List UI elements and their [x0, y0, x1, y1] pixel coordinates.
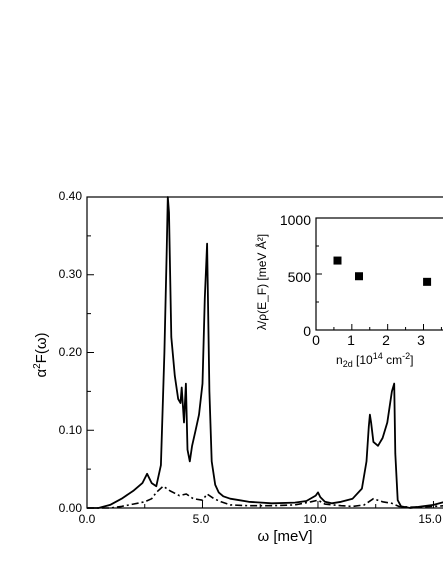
main-y-tick-label: 0.30 — [59, 267, 83, 281]
inset-x-tick-label: 1 — [347, 332, 355, 348]
inset-points-group — [333, 256, 432, 286]
main-x-tick-label: 5.0 — [193, 512, 210, 526]
inset-axis-ticks — [315, 217, 442, 331]
inset-x-tick-label: 0 — [312, 332, 320, 348]
inset-data-point — [333, 256, 342, 265]
main-plot: 0.00 0.10 0.20 0.30 0.40 0.0 5.0 10.0 15… — [32, 189, 443, 545]
main-y-tick-label: 0.10 — [59, 423, 83, 437]
inset-x-tick-label: 2 — [382, 332, 390, 348]
main-x-tick-label: 10.0 — [303, 512, 327, 526]
main-y-tick-label: 0.40 — [59, 189, 83, 203]
inset-data-point — [423, 277, 432, 286]
inset-x-axis-title: n2d [1014 cm-2] — [336, 351, 413, 369]
dash-dot-series-line — [87, 485, 443, 509]
main-series-group — [87, 196, 443, 509]
inset-y-tick-label: 1000 — [280, 212, 311, 228]
main-x-axis-title: ω [meV] — [257, 528, 312, 545]
main-x-tick-label: 15.0 — [418, 512, 442, 526]
inset-y-tick-label: 500 — [288, 269, 312, 285]
solid-series-line — [87, 196, 443, 509]
main-y-tick-label: 0.20 — [59, 345, 83, 359]
inset-x-tick-label: 3 — [417, 332, 425, 348]
inset-background — [316, 218, 443, 330]
inset-data-point — [355, 272, 363, 281]
main-x-tick-label: 0.0 — [79, 512, 96, 526]
inset-y-axis-title: λ/ρ(E_F) [meV Å²] — [254, 234, 269, 330]
inset-plot: 0 500 1000 0 1 2 3 n2d [1014 cm-2] λ/ρ(E… — [254, 212, 443, 369]
main-y-axis-title: α2F(ω) — [32, 332, 50, 377]
inset-y-tick-label: 0 — [303, 323, 311, 339]
main-y-tick-label: 0.00 — [59, 501, 83, 515]
